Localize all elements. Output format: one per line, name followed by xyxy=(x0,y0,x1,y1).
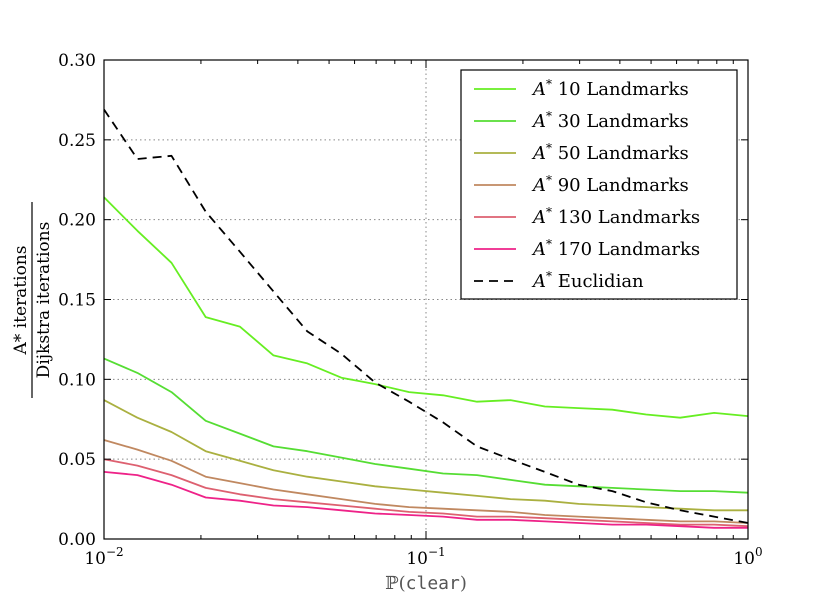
y-axis-label: A* iterations Dijkstra iterations xyxy=(11,202,54,398)
y-tick-label: 0.20 xyxy=(58,211,96,231)
y-tick-label: 0.00 xyxy=(58,530,96,550)
legend-label: A* 30 Landmarks xyxy=(531,109,689,132)
legend-label: A* 50 Landmarks xyxy=(531,141,689,164)
series-line-10-landmarks xyxy=(103,196,749,419)
x-tick-labels: 10−2 10−1 100 xyxy=(84,545,762,569)
legend-items: A* 10 Landmarks A* 30 Landmarks A* 50 Land… xyxy=(474,77,700,292)
legend-label: A* 90 Landmarks xyxy=(531,173,689,196)
series-line-euclidian xyxy=(103,108,749,524)
x-tick-label: 10−1 xyxy=(406,545,445,569)
legend: A* 10 Landmarks A* 30 Landmarks A* 50 Land… xyxy=(460,69,738,300)
series-line-30-landmarks xyxy=(103,357,749,494)
legend-label: A* 10 Landmarks xyxy=(531,77,689,100)
x-axis-label: ℙ(clear) xyxy=(385,573,467,594)
series-layer xyxy=(103,108,749,529)
y-label-numerator: A* iterations xyxy=(11,246,31,356)
y-tick-labels: 0.00 0.05 0.10 0.15 0.20 0.25 0.30 xyxy=(58,51,96,550)
series-line-170-landmarks xyxy=(103,471,748,529)
y-tick-label: 0.15 xyxy=(58,291,96,311)
y-tick-label: 0.30 xyxy=(58,51,96,71)
y-tick-label: 0.05 xyxy=(58,450,96,470)
y-tick-label: 0.10 xyxy=(58,370,96,390)
ticks xyxy=(103,59,749,540)
legend-label: A* Euclidian xyxy=(531,269,644,292)
x-tick-label: 100 xyxy=(733,545,762,569)
x-tick-label: 10−2 xyxy=(84,545,123,569)
series-line-130-landmarks xyxy=(103,458,749,528)
y-tick-label: 0.25 xyxy=(58,131,96,151)
legend-label: A* 130 Landmarks xyxy=(531,205,700,228)
y-label-denominator: Dijkstra iterations xyxy=(34,222,54,379)
legend-label: A* 170 Landmarks xyxy=(531,237,700,260)
series-line-90-landmarks xyxy=(103,439,749,524)
series-line-50-landmarks xyxy=(103,399,748,512)
